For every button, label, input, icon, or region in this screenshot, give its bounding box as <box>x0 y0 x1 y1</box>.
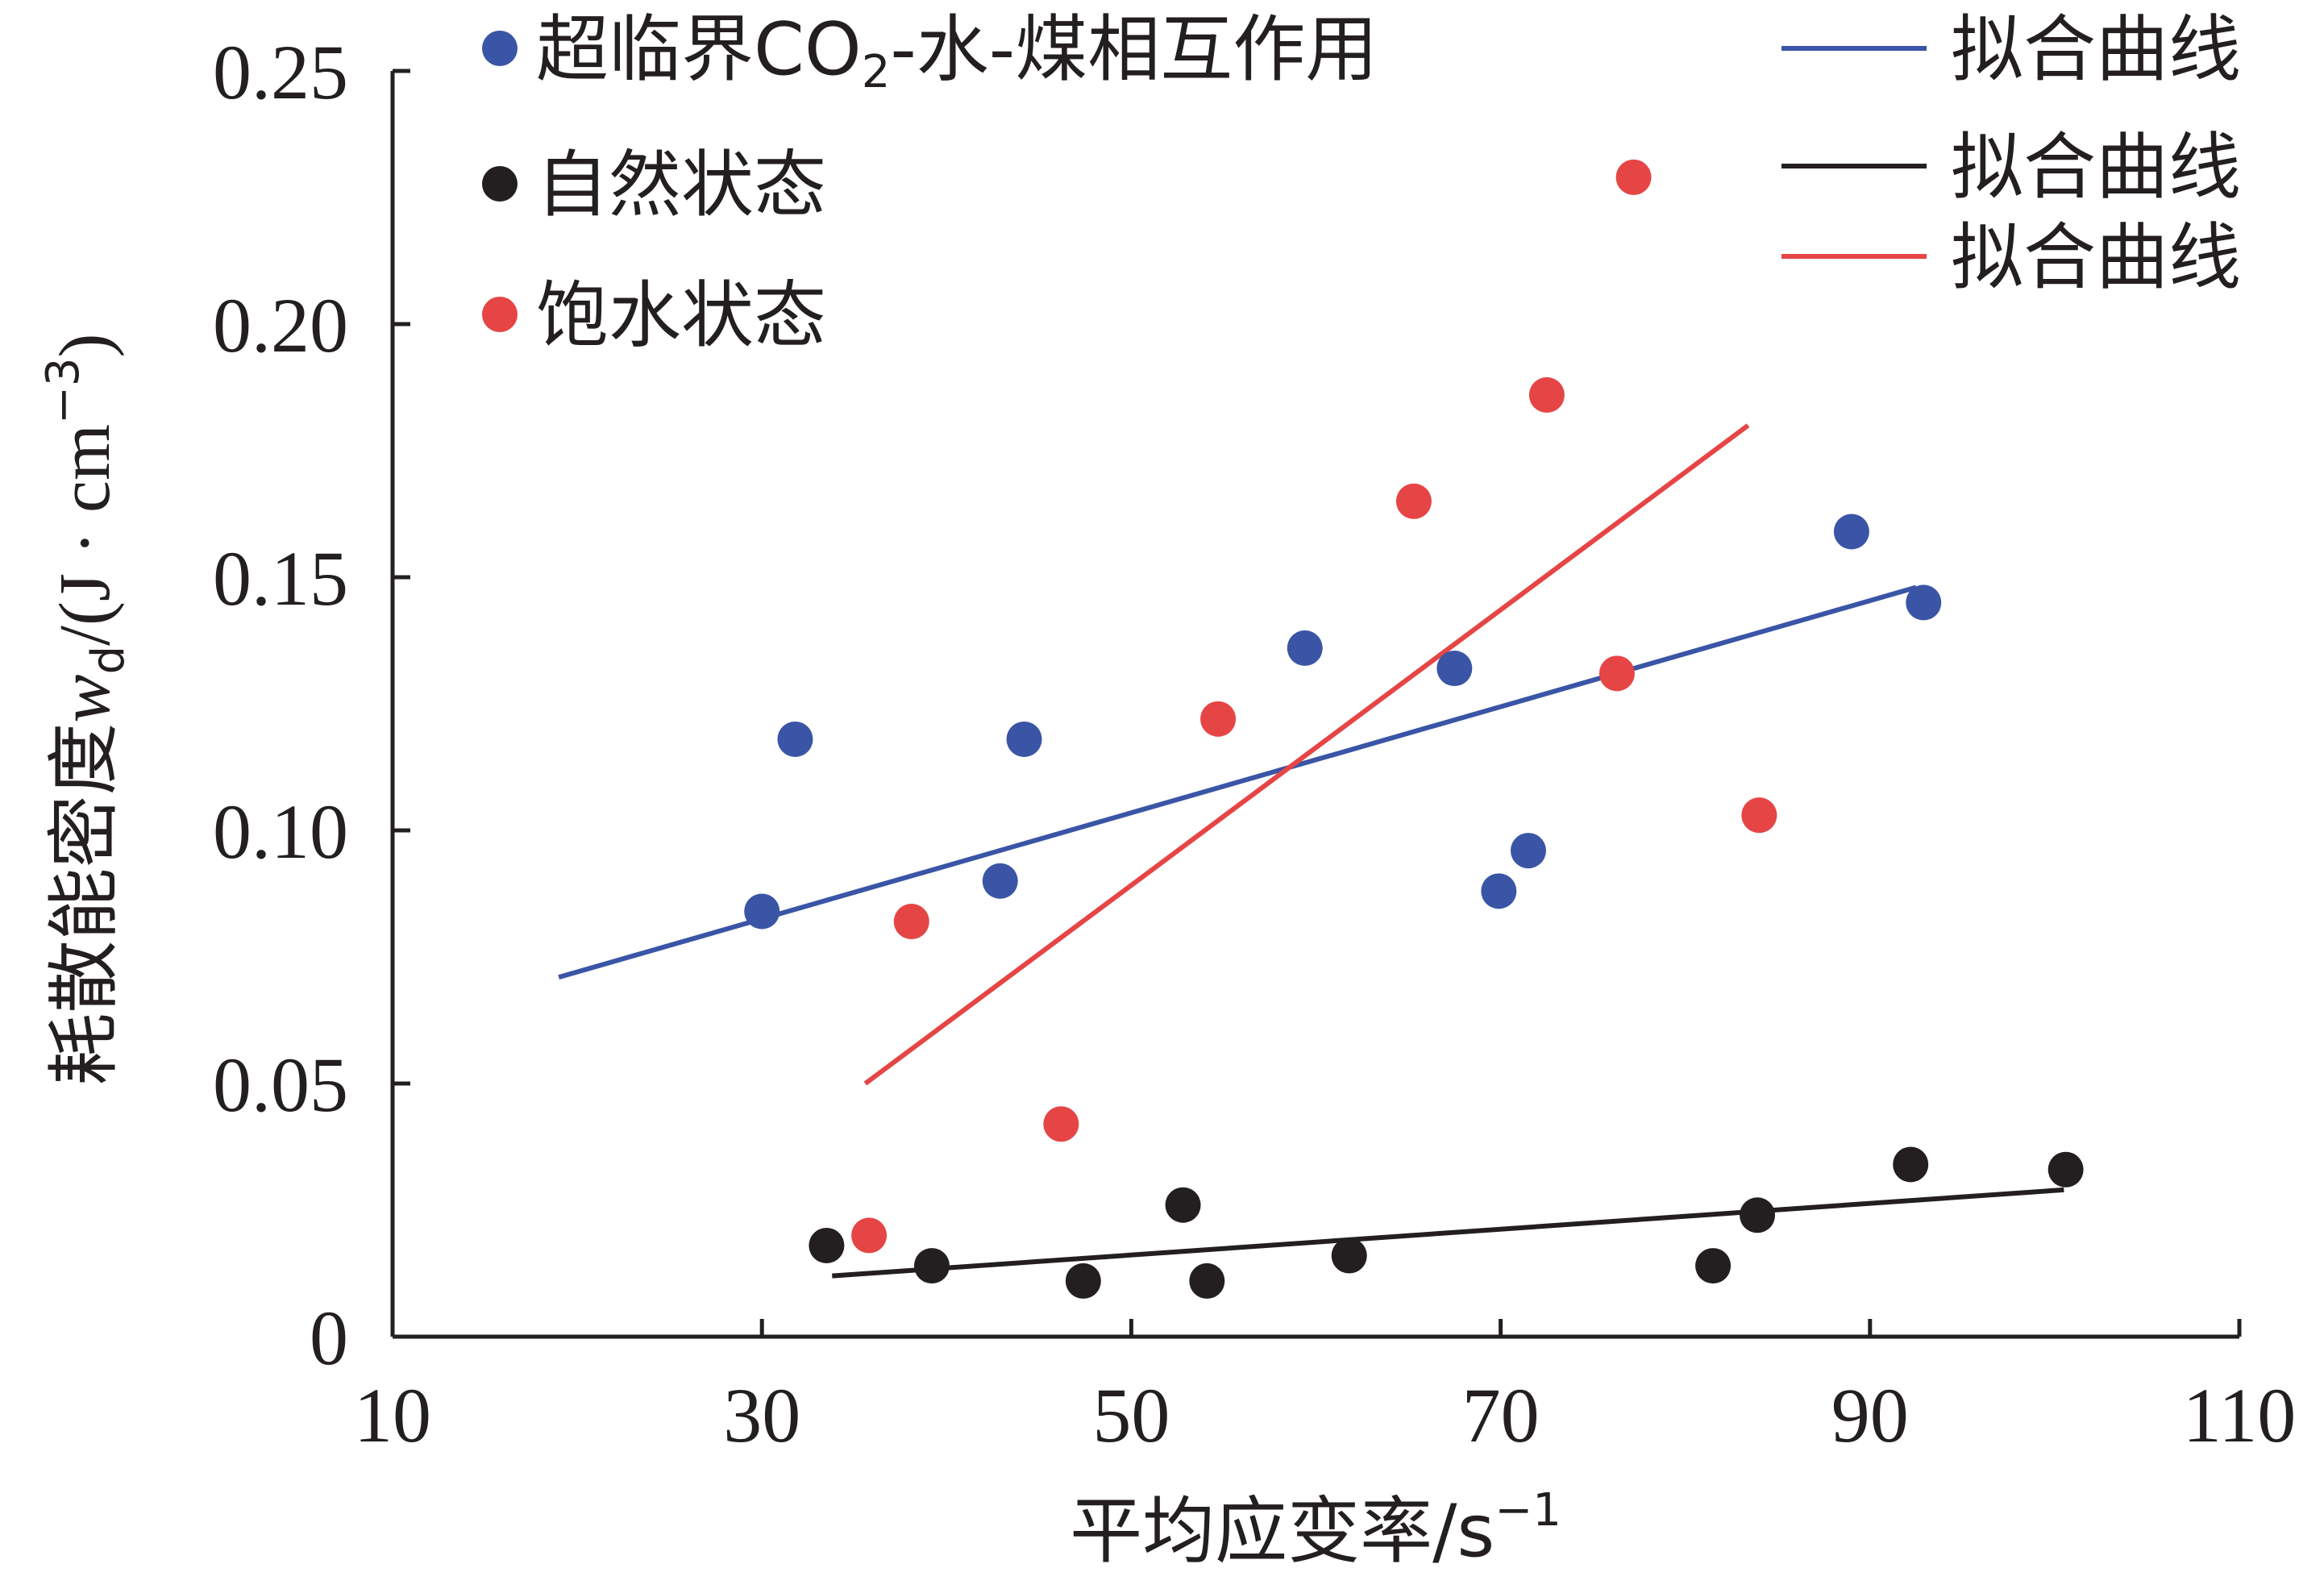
fit-line-series-0 <box>558 584 1917 980</box>
data-point-series-2 <box>851 1217 888 1254</box>
data-point-series-1 <box>809 1227 845 1263</box>
data-point-series-0 <box>744 893 780 930</box>
legend-marker-supercritical <box>482 31 518 66</box>
x-axis-title-text: 平均应变率/s <box>1070 1489 1495 1574</box>
x-ticks: 10 30 50 70 90 110 <box>354 1319 2296 1458</box>
x-tick-label: 110 <box>2183 1372 2296 1458</box>
x-tick-label: 10 <box>354 1372 431 1458</box>
legend-marker-natural <box>482 166 518 202</box>
data-point-series-0 <box>1510 833 1546 869</box>
legend-label-supercritical-subscript: 2 <box>862 46 891 98</box>
y-axis-title-prefix: 耗散能密度 <box>42 723 127 1086</box>
legend-label-natural-fit: 拟合曲线 <box>1951 125 2241 210</box>
data-point-series-1 <box>1695 1248 1732 1284</box>
data-point-series-1 <box>913 1248 950 1284</box>
legend-label-supercritical-fit: 拟合曲线 <box>1951 7 2241 92</box>
data-point-series-2 <box>1528 376 1565 413</box>
x-tick-label: 70 <box>1462 1372 1540 1458</box>
data-point-series-2 <box>1741 797 1777 834</box>
y-ticks: 0 0.05 0.10 0.15 0.20 0.25 <box>213 29 410 1381</box>
data-point-series-2 <box>1599 655 1635 692</box>
legend-marker-saturated <box>482 297 518 332</box>
data-point-series-1 <box>1189 1262 1225 1299</box>
y-tick-label: 0.25 <box>213 29 348 115</box>
y-tick-label: 0.20 <box>213 282 348 368</box>
y-axis-title-unit-open: /(J · cm <box>45 424 125 646</box>
legend: 超临界CO2-水-煤相互作用 自然状态 饱水状态 拟合曲线 拟合曲线 拟合曲线 <box>482 7 2241 358</box>
x-axis-title: 平均应变率/s−1 <box>1070 1484 1561 1574</box>
data-point-series-0 <box>1287 630 1323 666</box>
y-axis-title: 耗散能密度wd/(J · cm−3) <box>37 333 135 1085</box>
y-axis-title-subscript: d <box>82 646 135 675</box>
y-tick-label: 0 <box>310 1295 348 1381</box>
fit-line-series-1 <box>832 1187 2064 1279</box>
data-point-series-2 <box>1200 701 1237 737</box>
data-points <box>744 159 2084 1299</box>
x-tick-label: 90 <box>1831 1372 1909 1458</box>
legend-label-saturated-fit: 拟合曲线 <box>1951 215 2241 300</box>
data-point-series-1 <box>1065 1262 1101 1299</box>
y-axis-title-unit-close: ) <box>45 333 125 357</box>
data-point-series-2 <box>1615 159 1652 195</box>
data-point-series-1 <box>2048 1151 2084 1188</box>
data-point-series-2 <box>1395 483 1432 519</box>
legend-label-supercritical: 超临界CO2-水-煤相互作用 <box>536 7 1378 98</box>
data-point-series-2 <box>893 904 929 940</box>
legend-label-supercritical-part1: 超临界CO <box>536 7 862 92</box>
data-point-series-0 <box>1006 721 1042 757</box>
data-point-series-1 <box>1893 1146 1929 1183</box>
data-point-series-0 <box>1906 584 1942 621</box>
data-point-series-2 <box>1043 1106 1079 1142</box>
legend-label-saturated: 饱水状态 <box>536 273 826 358</box>
legend-label-supercritical-part2: -水-煤相互作用 <box>890 7 1378 92</box>
x-tick-label: 50 <box>1092 1372 1170 1458</box>
fit-line-series-2 <box>863 423 1750 1086</box>
y-tick-label: 0.15 <box>213 535 348 622</box>
data-point-series-0 <box>982 863 1018 899</box>
data-point-series-0 <box>1436 651 1473 687</box>
data-point-series-0 <box>1833 514 1869 550</box>
data-point-series-0 <box>777 721 813 757</box>
legend-label-natural: 自然状态 <box>536 143 826 227</box>
data-point-series-1 <box>1740 1197 1776 1233</box>
fit-lines <box>558 423 2064 1279</box>
y-axis-title-unit-superscript: −3 <box>37 357 89 424</box>
data-point-series-0 <box>1481 873 1517 909</box>
y-axis-title-variable: w <box>45 674 125 722</box>
axes <box>390 71 2239 1339</box>
x-tick-label: 30 <box>723 1372 800 1458</box>
x-axis-title-superscript: −1 <box>1495 1484 1561 1537</box>
y-tick-label: 0.10 <box>213 788 348 875</box>
y-tick-label: 0.05 <box>213 1042 348 1128</box>
data-point-series-1 <box>1331 1238 1367 1274</box>
data-point-series-1 <box>1165 1187 1201 1223</box>
